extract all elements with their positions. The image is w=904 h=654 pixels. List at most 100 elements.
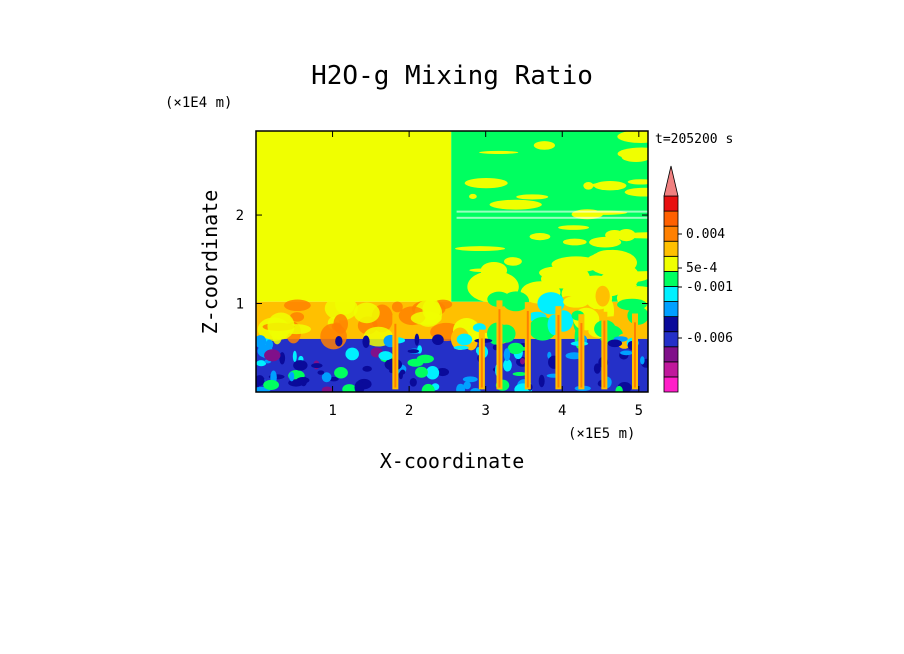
band-line (456, 210, 648, 213)
texture-blob (324, 296, 358, 321)
colorbar-level (663, 195, 679, 212)
texture-speck (503, 358, 512, 372)
texture-lobe (480, 261, 508, 279)
texture-speck (640, 356, 645, 365)
colorbar: 0.004 5e-4 -0.001 -0.006 (663, 165, 733, 393)
texture-streak (617, 229, 636, 242)
texture-speck (334, 367, 348, 379)
texture-streak (627, 179, 648, 185)
texture-speck (256, 360, 267, 367)
texture-speck (362, 335, 370, 348)
texture-streak (583, 181, 594, 190)
texture-speck (470, 387, 481, 392)
plume-core (633, 322, 636, 388)
texture-streak (529, 233, 551, 241)
texture-streak (469, 193, 477, 199)
texture-blob (320, 323, 347, 350)
texture-speck (362, 365, 372, 372)
texture-blob (595, 285, 610, 307)
texture-streak (617, 147, 648, 160)
texture-streak (489, 199, 542, 210)
texture-speck (615, 385, 623, 392)
colorbar-label: 5e-4 (686, 261, 717, 276)
plume-core (603, 320, 606, 388)
texture-speck (415, 366, 428, 378)
texture-streak (562, 238, 587, 246)
y-axis-unit: (×1E4 m) (165, 95, 232, 111)
texture-speck (407, 349, 420, 354)
texture-speck (256, 375, 265, 386)
texture-speck (462, 376, 478, 383)
texture-blob (267, 312, 295, 340)
y-tick-label: 2 (236, 208, 244, 224)
texture-speck (436, 368, 450, 377)
texture-speck (256, 335, 267, 348)
texture-lobe (588, 249, 637, 276)
texture-speck (538, 374, 545, 388)
heatmap-field (256, 131, 648, 392)
x-axis: 1 2 3 4 5 (328, 131, 643, 419)
texture-speck (432, 334, 444, 346)
region-0 (256, 131, 452, 302)
colorbar-level (663, 255, 679, 272)
texture-speck (453, 345, 469, 350)
texture-streak (558, 225, 590, 230)
colorbar-level (663, 346, 679, 363)
texture-speck (607, 339, 623, 348)
colorbar-label: -0.001 (686, 280, 733, 295)
texture-streak (455, 246, 506, 252)
texture-blob (456, 333, 473, 346)
texture-streak (638, 191, 648, 197)
time-label: t=205200 s (655, 132, 733, 147)
texture-speck (345, 347, 359, 361)
colorbar-level (663, 240, 679, 257)
texture-speck (354, 380, 365, 392)
texture-speck (265, 339, 274, 350)
texture-blob (284, 299, 311, 312)
texture-speck (279, 352, 286, 365)
y-axis: 12 (236, 208, 648, 313)
colorbar-level (663, 270, 679, 287)
texture-speck (414, 333, 420, 346)
texture-blob (289, 312, 305, 322)
x-tick-label: 4 (558, 403, 566, 419)
colorbar-level (663, 210, 679, 227)
texture-speck (407, 358, 424, 367)
texture-speck (296, 377, 310, 384)
plume-core (526, 310, 529, 388)
texture-speck (342, 384, 357, 392)
texture-speck (335, 336, 343, 347)
plume-core (480, 338, 483, 388)
texture-speck (264, 349, 281, 362)
y-tick-label: 1 (236, 297, 244, 313)
texture-streak (617, 131, 648, 143)
texture-speck (317, 370, 325, 375)
colorbar-level (663, 361, 679, 378)
texture-blob (502, 291, 530, 312)
texture-speck (456, 383, 466, 392)
texture-speck (263, 379, 280, 391)
y-axis-label: Z-coordinate (198, 190, 222, 335)
texture-speck (421, 383, 435, 392)
plume-core (557, 314, 560, 388)
texture-speck (321, 386, 333, 392)
texture-speck (378, 351, 393, 361)
plot-frame (255, 130, 649, 393)
texture-speck (409, 378, 417, 387)
texture-streak (503, 257, 522, 266)
x-tick-label: 2 (405, 403, 413, 419)
colorbar-level (663, 376, 679, 393)
texture-streak (516, 194, 549, 200)
texture-speck (400, 369, 406, 375)
texture-speck (311, 363, 323, 369)
texture-lobe (571, 268, 591, 296)
plume-core (580, 323, 583, 388)
plume-core (498, 309, 501, 388)
colorbar-label: -0.006 (686, 331, 733, 346)
x-tick-label: 1 (328, 403, 336, 419)
texture-speck (425, 365, 440, 380)
texture-blob (353, 302, 380, 324)
texture-speck (593, 363, 601, 374)
texture-speck (289, 371, 295, 382)
